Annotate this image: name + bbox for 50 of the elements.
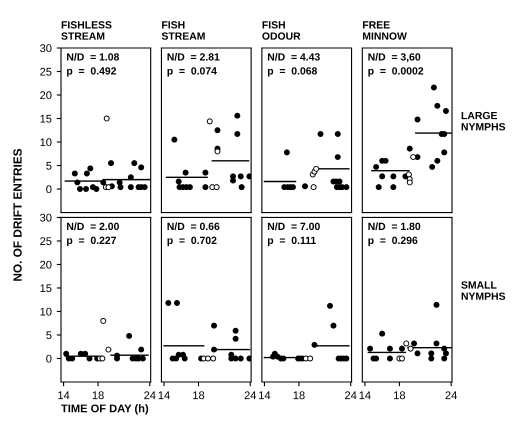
annotation: N/D = 4.43 xyxy=(268,52,320,61)
y-tick-label: 25 xyxy=(40,68,52,76)
annotation: p = 0.0002 xyxy=(368,67,424,77)
x-tick-label: 18 xyxy=(394,391,406,400)
annotation: N/D = 0.66 xyxy=(168,222,220,230)
y-tick-label: 20 xyxy=(40,260,52,269)
annotation: N/D = 2.00 xyxy=(67,222,119,230)
y-tick-label: 20 xyxy=(40,91,52,100)
chart-title: FISH STREAM xyxy=(162,21,205,40)
annotation: N/D = 3,60 xyxy=(368,52,420,62)
y-tick-label: 5 xyxy=(46,162,52,170)
annotation: p = 0.111 xyxy=(268,236,316,246)
y-tick-label: 25 xyxy=(40,237,52,246)
y-tick-label: 10 xyxy=(40,138,52,146)
annotation: p = 0.702 xyxy=(168,236,216,246)
text: SMALL NYMPHS xyxy=(461,281,506,300)
y-axis-title: NO. OF DRIFT ENTRIES xyxy=(13,148,22,281)
x-axis-title: TIME OF DAY (h) xyxy=(61,404,148,415)
annotation: N/D = 1.80 xyxy=(368,222,420,230)
x-tick-label: 24 xyxy=(144,391,156,400)
x-tick-label: 24 xyxy=(345,391,357,400)
y-tick-label: 0 xyxy=(46,185,52,194)
y-tick-label: 15 xyxy=(40,114,52,123)
x-tick-label: 18 xyxy=(92,391,104,400)
chart-title: FISH ODOUR xyxy=(262,21,300,40)
annotation: p = 0.492 xyxy=(67,67,116,77)
y-tick-label: 15 xyxy=(40,284,52,292)
chart-title: FREE MINNOW xyxy=(363,21,407,40)
annotation: p = 0.068 xyxy=(268,67,318,77)
y-tick-label: 0 xyxy=(46,354,52,363)
x-tick-label: 24 xyxy=(244,391,256,400)
x-tick-label: 18 xyxy=(294,391,305,400)
annotation: N/D = 1.08 xyxy=(67,52,120,61)
y-tick-label: 10 xyxy=(40,308,52,316)
text: LARGE NYMPHS xyxy=(462,112,506,130)
x-tick-label: 24 xyxy=(446,391,457,400)
annotation: p = 0.296 xyxy=(368,236,418,246)
x-tick-label: 14 xyxy=(259,391,270,400)
x-tick-label: 14 xyxy=(360,391,371,400)
annotation: p = 0.227 xyxy=(67,236,116,246)
chart-title: FISHLESS STREAM xyxy=(61,21,112,40)
annotation: N/D = 7.00 xyxy=(268,222,320,230)
x-tick-label: 14 xyxy=(158,391,170,400)
annotation: p = 0.074 xyxy=(168,67,217,77)
y-tick-label: 30 xyxy=(40,214,52,222)
y-tick-label: 30 xyxy=(40,44,52,52)
x-tick-label: 14 xyxy=(58,391,70,400)
y-tick-label: 5 xyxy=(46,331,52,340)
x-tick-label: 18 xyxy=(193,391,204,400)
annotation: N/D = 2.81 xyxy=(168,52,220,61)
